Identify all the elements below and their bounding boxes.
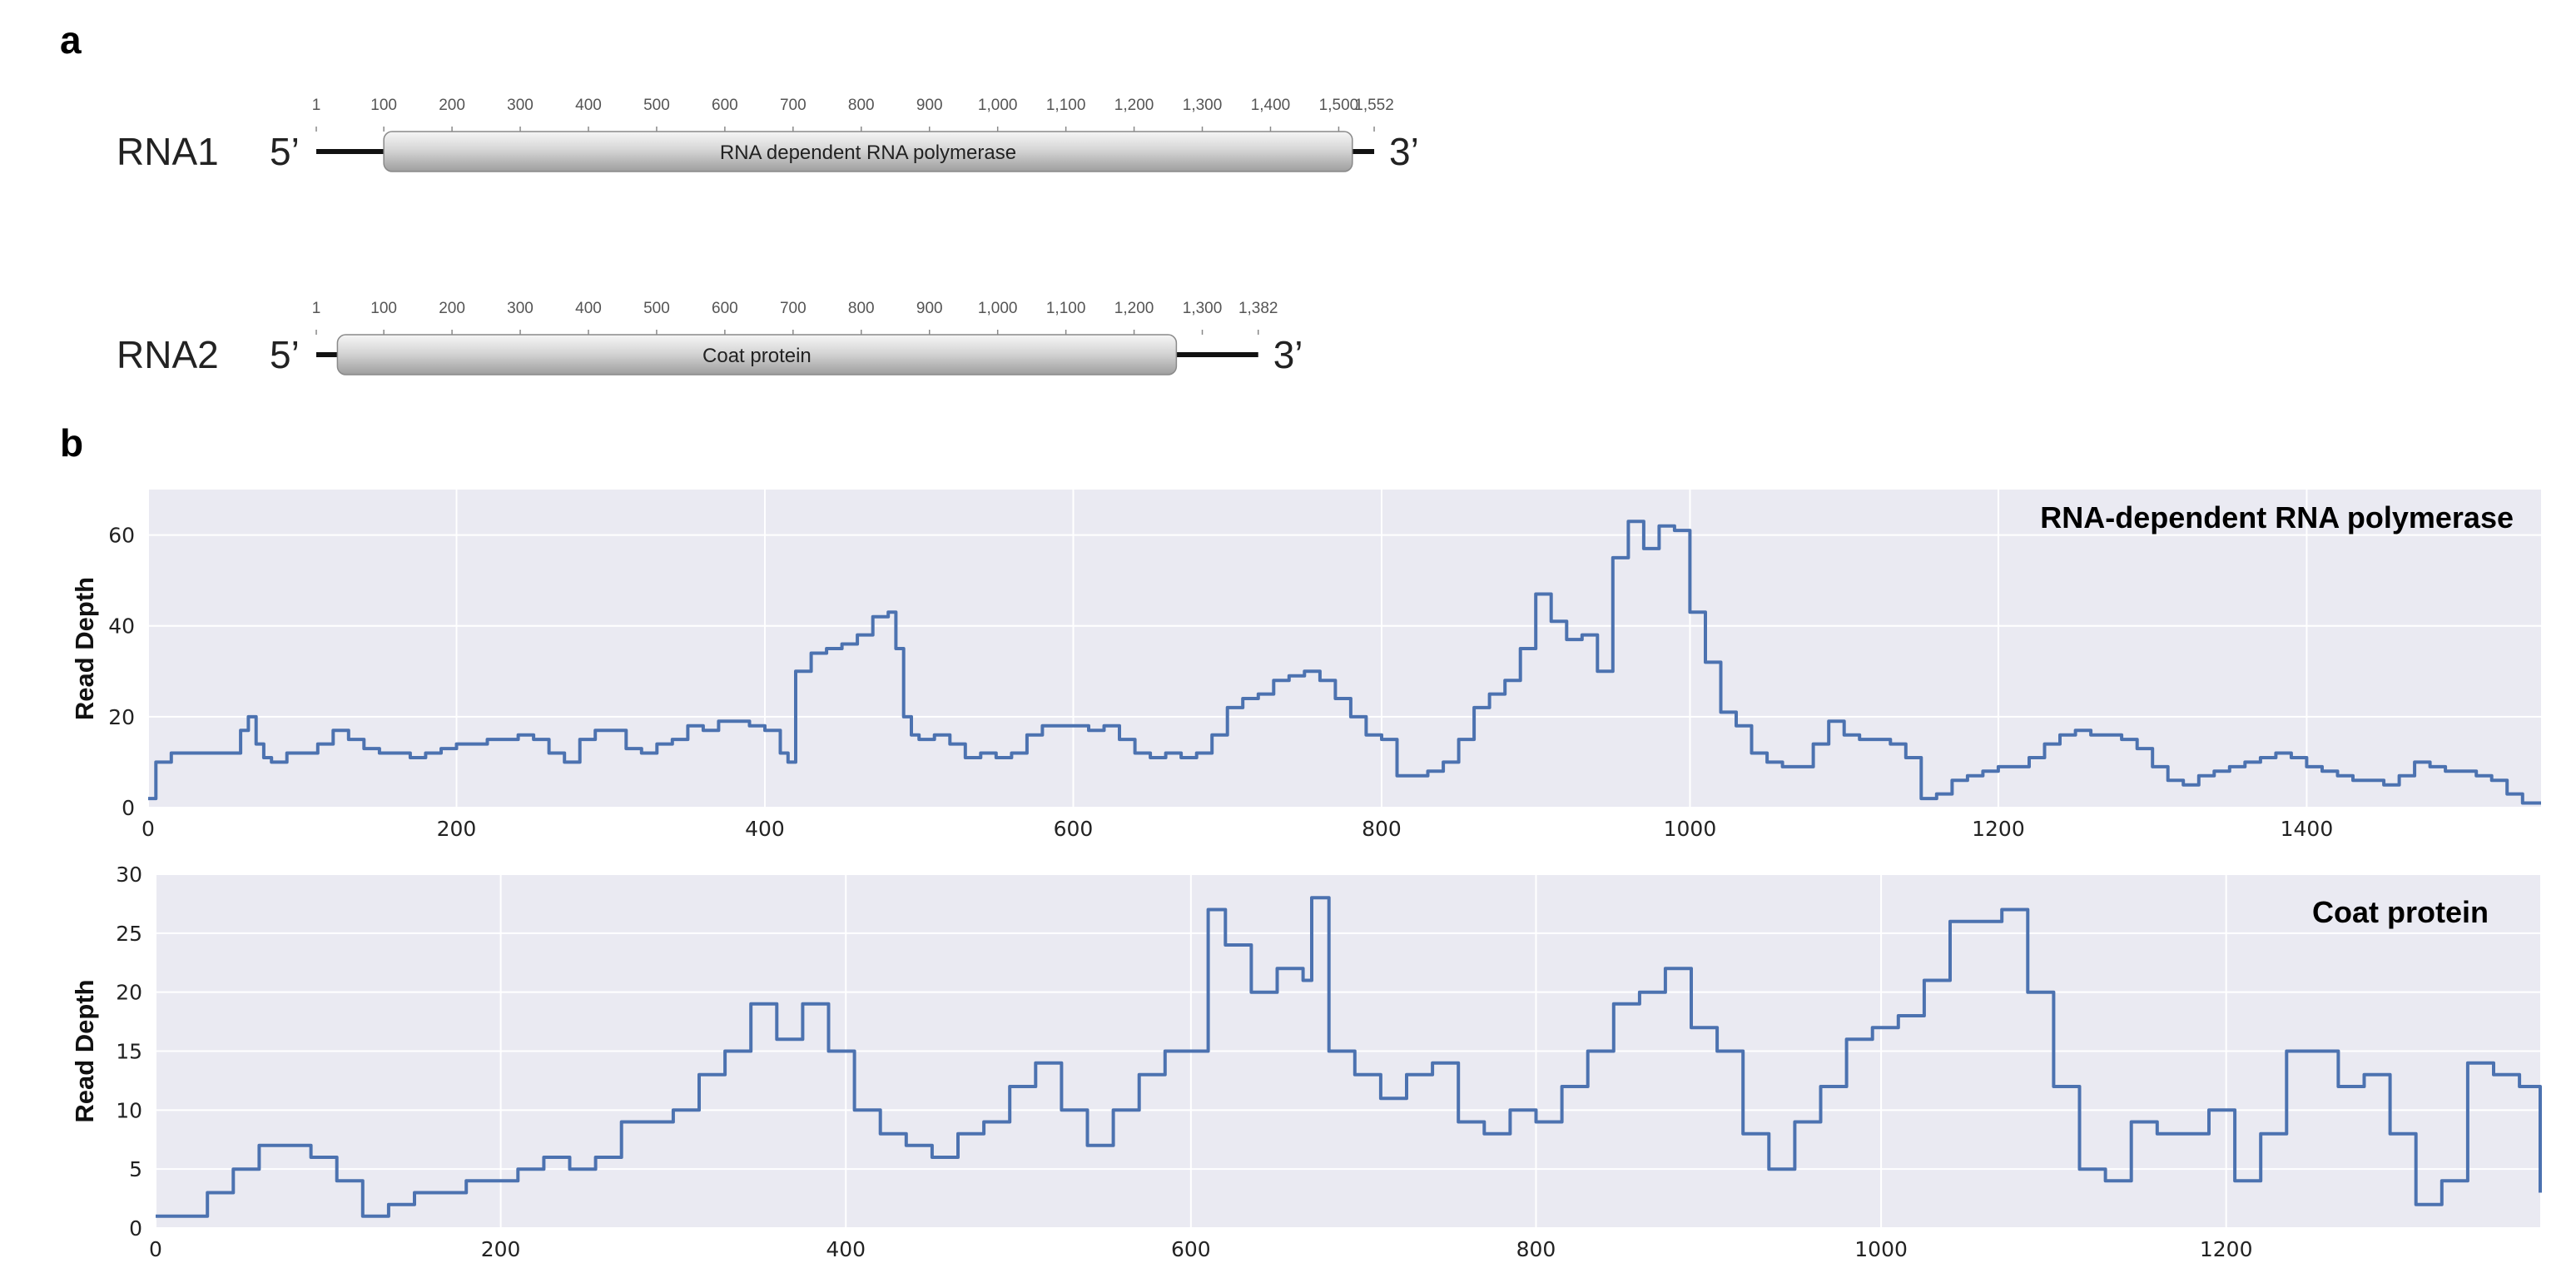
ruler-label: 1 [312, 300, 321, 317]
y-tick-label: 25 [116, 922, 142, 946]
ruler-label: 100 [370, 97, 397, 114]
ruler-label: 900 [916, 300, 943, 317]
ruler-label: 1 [312, 97, 321, 114]
ruler-label: 800 [848, 300, 875, 317]
ruler-label: 300 [507, 300, 534, 317]
rna-name: RNA2 [117, 333, 219, 376]
y-tick-label: 10 [116, 1098, 142, 1122]
ruler-label: 800 [848, 97, 875, 114]
x-tick-label: 200 [481, 1237, 521, 1261]
x-tick-label: 800 [1516, 1237, 1556, 1261]
ruler-label: 400 [575, 97, 602, 114]
y-tick-label: 0 [122, 796, 135, 820]
ruler-label: 300 [507, 97, 534, 114]
ruler-label: 900 [916, 97, 943, 114]
gene-label: Coat protein [702, 345, 812, 367]
ruler-label: 500 [643, 97, 670, 114]
x-tick-label: 800 [1362, 817, 1402, 841]
ruler-label: 1,500 [1319, 97, 1359, 114]
ruler-label: 200 [439, 97, 465, 114]
ruler-label: 1,382 [1238, 300, 1278, 317]
ruler-label: 200 [439, 300, 465, 317]
coverage-line [148, 520, 2541, 805]
ruler-label: 1,000 [978, 97, 1018, 114]
x-tick-label: 400 [745, 817, 785, 841]
y-tick-label: 40 [108, 614, 135, 639]
ruler-label: 700 [780, 97, 807, 114]
ruler-label: 1,200 [1114, 300, 1154, 317]
panel-b-label: b [60, 421, 83, 465]
x-tick-label: 1000 [1664, 817, 1717, 841]
five-prime-label: 5’ [270, 130, 300, 173]
y-tick-label: 20 [108, 705, 135, 729]
gene-box [336, 334, 1178, 375]
x-tick-label: 1200 [1972, 817, 2025, 841]
x-tick-label: 600 [1054, 817, 1094, 841]
y-tick-label: 30 [116, 863, 142, 887]
coverage-line [156, 896, 2542, 1218]
y-axis-label: Read Depth [70, 979, 99, 1122]
ruler-label: 1,300 [1183, 300, 1223, 317]
x-tick-label: 1200 [2200, 1237, 2253, 1261]
x-tick-label: 1000 [1854, 1237, 1908, 1261]
panel-a-label: a [60, 18, 82, 62]
ruler-label: 1,100 [1046, 300, 1086, 317]
x-tick-label: 400 [826, 1237, 866, 1261]
y-tick-label: 5 [129, 1157, 142, 1181]
x-tick-label: 600 [1171, 1237, 1211, 1261]
ruler-label: 1,100 [1046, 97, 1086, 114]
ruler-label: 1,400 [1251, 97, 1291, 114]
ruler-label: 1,552 [1354, 97, 1394, 114]
rna-name: RNA1 [117, 130, 219, 173]
gene-box [383, 131, 1353, 172]
gene-label: RNA dependent RNA polymerase [720, 142, 1016, 164]
x-tick-label: 0 [141, 817, 155, 841]
ruler-label: 1,000 [978, 300, 1018, 317]
ruler-label: 400 [575, 300, 602, 317]
y-tick-label: 0 [129, 1216, 142, 1241]
genome-row-2: RNA2 5’ 3’ 1 100 200 300 400 500 600 700 800 900 1,00… [117, 300, 1303, 376]
coverage-chart-polymerase: 0 200 400 600 800 1000 1200 1400 0 20 40 60 Read Dep… [70, 490, 2541, 841]
three-prime-label: 3’ [1273, 333, 1303, 376]
ruler-label: 600 [712, 97, 738, 114]
three-prime-label: 3’ [1389, 130, 1419, 173]
ruler-label: 600 [712, 300, 738, 317]
chart-title: RNA-dependent RNA polymerase [2040, 500, 2514, 535]
ruler-label: 500 [643, 300, 670, 317]
five-prime-label: 5’ [270, 333, 300, 376]
x-tick-label: 200 [437, 817, 477, 841]
ruler-label: 700 [780, 300, 807, 317]
y-tick-label: 20 [116, 981, 142, 1005]
ruler-label: 1,200 [1114, 97, 1154, 114]
y-tick-label: 60 [108, 524, 135, 548]
ruler-label: 100 [370, 300, 397, 317]
plot-background [148, 490, 2541, 808]
coverage-chart-coat-protein: 0 200 400 600 800 1000 1200 0 5 10 15 20 25 30 Read De… [70, 863, 2542, 1261]
ruler-label: 1,300 [1183, 97, 1223, 114]
genome-row-1: RNA1 5’ 3’ 1 100 200 300 400 500 600 700 800 900 1,00… [117, 97, 1419, 173]
genome-maps: RNA1 5’ 3’ 1 100 200 300 400 500 600 700 800 900 1,00… [117, 97, 1419, 376]
y-axis-label: Read Depth [70, 577, 99, 720]
chart-title: Coat protein [2312, 895, 2489, 929]
x-tick-label: 1400 [2281, 817, 2334, 841]
x-tick-label: 0 [149, 1237, 162, 1261]
y-tick-label: 15 [116, 1040, 142, 1064]
